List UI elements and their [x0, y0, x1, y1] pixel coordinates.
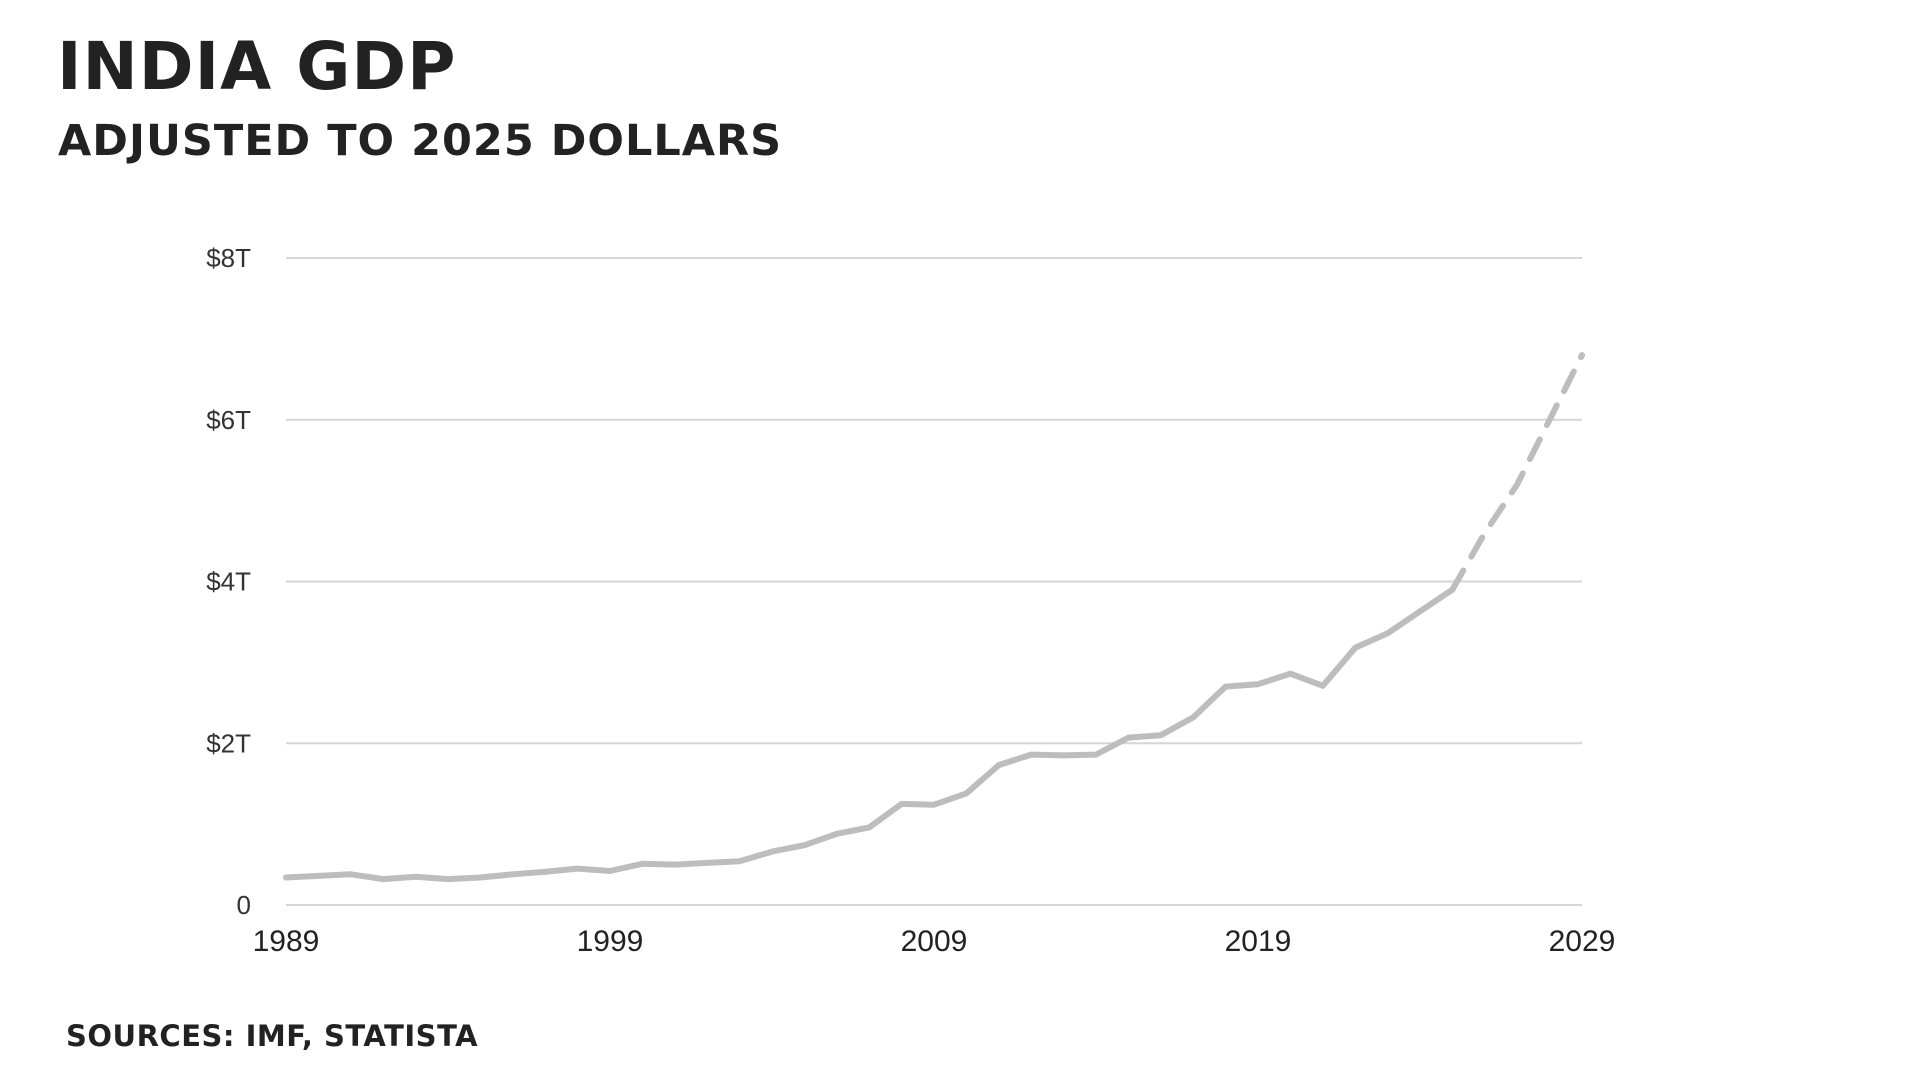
y-tick-label: $4T: [206, 567, 251, 597]
y-tick-label: $8T: [206, 243, 251, 273]
series-line-actual: [283, 586, 1456, 883]
chart-subtitle: ADJUSTED TO 2025 DOLLARS: [58, 116, 783, 166]
x-tick-label: 1999: [577, 925, 644, 958]
y-axis-ticks: 0 $2T $4T $6T $8T: [206, 243, 251, 920]
x-tick-label: 2029: [1549, 925, 1616, 958]
gridlines: [286, 257, 1582, 906]
y-tick-label: 0: [237, 890, 251, 920]
y-tick-label: $2T: [206, 728, 251, 758]
series-lines: [283, 352, 1585, 883]
x-tick-label: 1989: [253, 925, 320, 958]
x-tick-label: 2009: [901, 925, 968, 958]
y-tick-label: $6T: [206, 405, 251, 435]
source-note: SOURCES: IMF, STATISTA: [66, 1019, 479, 1053]
x-tick-label: 2019: [1225, 925, 1292, 958]
x-axis-ticks: 1989 1999 2009 2019 2029: [253, 925, 1616, 958]
chart-title: INDIA GDP: [57, 28, 457, 105]
series-line-forecast: [1449, 352, 1585, 593]
